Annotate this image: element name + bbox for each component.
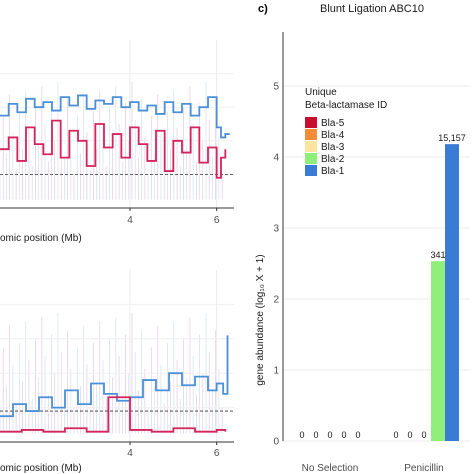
series-line-blue	[0, 94, 230, 139]
legend-swatch	[305, 141, 317, 152]
x-axis-label: omic position (Mb)	[0, 233, 82, 244]
y-tick-label: 1	[273, 366, 279, 377]
bar-data-label: 0	[355, 430, 360, 440]
y-axis-label: gene abundance (log₁₀ X + 1)	[255, 254, 266, 385]
series-line-red	[0, 119, 227, 179]
legend-swatch	[305, 129, 317, 140]
bar-data-label: 0	[341, 430, 346, 440]
genome-coverage-panel-bottom: 4 6 omic position (Mb)	[0, 270, 234, 474]
y-tick-label: 2	[273, 295, 279, 306]
x-tick-label: 4	[127, 215, 133, 226]
x-tick-label: 6	[214, 215, 220, 226]
series-line-red	[0, 396, 227, 433]
legend-swatch	[305, 153, 317, 164]
legend-swatch	[305, 117, 317, 128]
bar-data-label: 15,157	[438, 133, 466, 143]
bar-bla-2	[431, 261, 445, 441]
bar-data-label: 0	[313, 430, 318, 440]
legend-label: Bla-5	[321, 118, 345, 129]
x-axis-label: omic position (Mb)	[0, 463, 82, 474]
legend-label: Bla-1	[321, 166, 345, 177]
gene-abundance-bar-panel: c) Blunt Ligation ABC10 0 1 2 3 4 5 gene abundan…	[255, 3, 470, 474]
y-tick-label: 4	[273, 153, 279, 164]
bar-data-label: 0	[299, 430, 304, 440]
y-tick-label: 0	[273, 437, 279, 448]
legend-label: Bla-4	[321, 130, 345, 141]
legend-label: Bla-3	[321, 142, 345, 153]
bar-data-label: 0	[393, 430, 398, 440]
y-tick-label: 3	[273, 224, 279, 235]
x-tick-label: 6	[214, 448, 220, 459]
legend-swatch	[305, 165, 317, 176]
chart-title: Blunt Ligation ABC10	[320, 3, 424, 15]
legend-title-line1: Unique	[305, 87, 337, 98]
panel-letter: c)	[258, 3, 268, 15]
bar-data-label: 0	[407, 430, 412, 440]
genome-coverage-panel-top: 4 6 omic position (Mb)	[0, 40, 234, 244]
x-category-label: Penicillin	[404, 463, 443, 474]
x-tick-label: 4	[127, 448, 133, 459]
x-category-label: No Selection	[302, 463, 359, 474]
bar-data-label: 341	[430, 250, 445, 260]
y-tick-label: 5	[273, 82, 279, 93]
bar-data-label: 0	[327, 430, 332, 440]
bar-data-label: 0	[421, 430, 426, 440]
legend-title-line2: Beta-lactamase ID	[305, 100, 387, 111]
bar-bla-1	[445, 144, 459, 442]
legend-label: Bla-2	[321, 154, 345, 165]
